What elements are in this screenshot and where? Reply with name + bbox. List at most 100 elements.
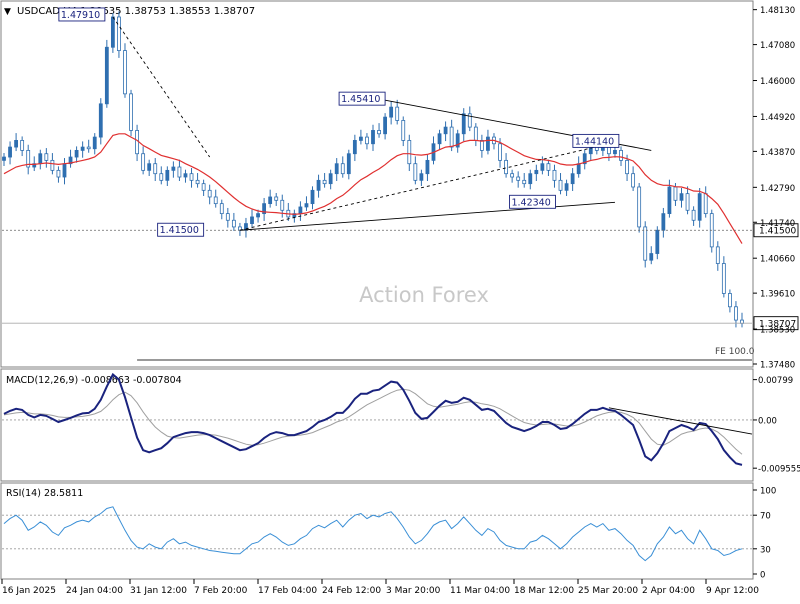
- candle-body: [715, 246, 720, 264]
- x-tick-label: 24 Feb 12:00: [322, 586, 381, 596]
- candle-body: [473, 126, 478, 141]
- candle-body: [365, 136, 369, 145]
- candle-body: [153, 163, 158, 175]
- candle-body: [44, 153, 49, 161]
- price-box-label: 1.38707: [759, 320, 796, 330]
- candle-body: [123, 50, 127, 95]
- candle-body: [14, 140, 18, 148]
- x-tick-label: 7 Feb 20:00: [194, 586, 248, 596]
- candle-body: [32, 163, 37, 168]
- macd-trendline: [608, 407, 753, 435]
- x-tick-label: 2 Apr 04:00: [642, 586, 695, 596]
- candle-body: [292, 213, 297, 218]
- x-tick-label: 3 Mar 20:00: [386, 586, 441, 596]
- candle-body: [697, 193, 702, 221]
- candle-body: [117, 16, 121, 51]
- candle-body: [268, 196, 273, 205]
- rsi-ytick-label: 0: [760, 571, 765, 581]
- candle-body: [383, 116, 387, 135]
- x-tick-label: 11 Mar 04:00: [450, 586, 510, 596]
- candle-body: [56, 169, 61, 178]
- price-label: 1.42340: [511, 197, 550, 208]
- candle-body: [165, 169, 170, 181]
- candle-body: [201, 183, 206, 191]
- candle-body: [558, 179, 563, 191]
- dropdown-arrow-icon[interactable]: ▼: [4, 7, 11, 17]
- price-ytick-label: 1.39610: [760, 290, 795, 300]
- price-ytick-label: 1.46000: [760, 77, 795, 87]
- price-ytick-label: 1.42790: [760, 184, 795, 194]
- candle-body: [582, 153, 587, 165]
- candle-body: [80, 146, 85, 151]
- candle-body: [26, 149, 31, 168]
- price-box: [753, 316, 799, 331]
- macd-panel: [0, 368, 754, 482]
- candle-body: [504, 159, 508, 175]
- candle-body: [564, 183, 569, 191]
- candle-body: [213, 196, 218, 205]
- candle-body: [322, 179, 327, 185]
- price-label: 1.41500: [160, 225, 199, 236]
- price-label-box: [338, 91, 386, 106]
- candle-body: [479, 140, 484, 151]
- watermark: Action Forex: [359, 283, 489, 307]
- macd-title: MACD(12,26,9) -0.008663 -0.007804: [6, 375, 182, 386]
- candle-body: [256, 213, 260, 218]
- candle-body: [613, 149, 617, 155]
- candle-body: [171, 166, 176, 171]
- candle-body: [50, 159, 55, 171]
- candle-body: [552, 169, 557, 181]
- candle-body: [346, 153, 351, 175]
- candle-body: [177, 166, 182, 178]
- candle-body: [231, 219, 236, 228]
- candle-body: [721, 263, 726, 294]
- candle-body: [20, 140, 25, 151]
- macd-signal-line: [3, 388, 743, 455]
- candle-body: [625, 159, 629, 175]
- candle-body: [98, 103, 103, 138]
- x-tick-label: 25 Mar 20:00: [578, 586, 638, 596]
- price-label: 1.45410: [341, 94, 380, 105]
- candle-body: [540, 163, 545, 171]
- candle-body: [395, 106, 400, 121]
- candle-body: [407, 140, 412, 165]
- candle-body: [129, 93, 133, 131]
- rsi-title: RSI(14) 28.5811: [6, 488, 83, 499]
- candle-body: [340, 163, 345, 175]
- candle-body: [637, 186, 642, 228]
- price-ytick-label: 1.44920: [760, 113, 795, 123]
- candle-body: [419, 173, 424, 181]
- x-tick-label: 24 Jan 04:00: [66, 586, 123, 596]
- candle-body: [86, 146, 91, 150]
- candle-body: [691, 209, 696, 221]
- candle-body: [467, 113, 472, 128]
- candle-body: [135, 130, 139, 155]
- x-tick-label: 17 Feb 04:00: [258, 586, 317, 596]
- candle-body: [486, 136, 490, 151]
- projection-line-2: [239, 141, 616, 231]
- candle-body: [104, 46, 109, 105]
- candle-body: [643, 226, 648, 261]
- rsi-ytick-label: 100: [760, 487, 776, 497]
- sma-line: [3, 133, 743, 244]
- price-label-box: [509, 194, 556, 209]
- candle-body: [371, 130, 375, 145]
- rsi-ytick-label: 70: [760, 512, 771, 522]
- candle-body: [274, 196, 279, 201]
- candle-body: [516, 176, 521, 181]
- price-ytick-label: 1.47080: [760, 41, 795, 51]
- candle-body: [455, 133, 460, 148]
- candle-body: [377, 130, 381, 135]
- candle-body: [328, 173, 333, 185]
- candle-body: [510, 173, 515, 178]
- candle-body: [728, 293, 732, 308]
- candle-body: [92, 136, 97, 150]
- candle-body: [437, 133, 442, 145]
- candle-body: [534, 169, 539, 175]
- macd-ytick-label: 0.00799: [758, 376, 793, 386]
- price-box-label: 1.41500: [759, 227, 796, 237]
- candle-body: [298, 206, 303, 215]
- candle-body: [195, 179, 200, 185]
- candle-body: [38, 153, 43, 165]
